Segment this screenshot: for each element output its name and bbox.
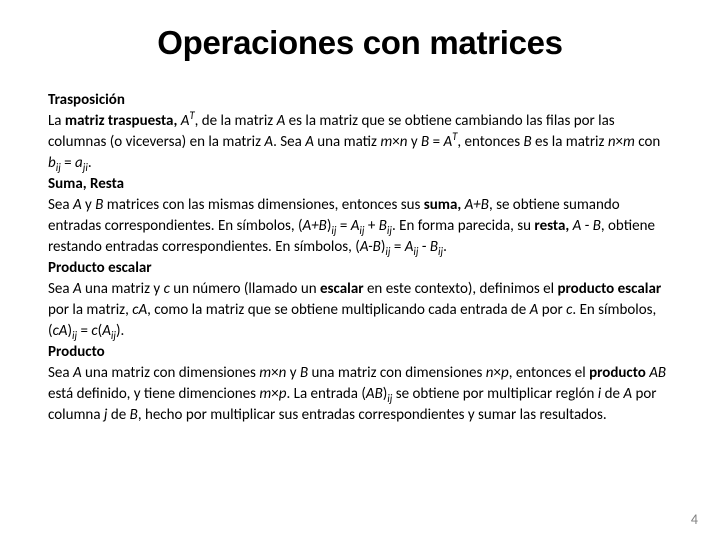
t: B [300, 364, 308, 382]
t: A-B [360, 238, 381, 256]
t: = [61, 154, 75, 172]
t: matrices con las mismas dimensiones, ent… [103, 196, 423, 214]
t: una matriz con dimensiones [82, 364, 260, 382]
t: A+B [303, 217, 327, 235]
t: de [108, 406, 130, 424]
t: × [392, 133, 399, 151]
section-escalar: Producto escalar Sea A una matriz y c un… [48, 258, 672, 342]
t: está definido, y tiene dimenciones [48, 385, 259, 403]
t: cA [53, 322, 68, 340]
t: B [130, 406, 138, 424]
t: A [443, 133, 452, 151]
t: y [286, 364, 300, 382]
t: suma, [424, 196, 465, 214]
t: por [538, 301, 566, 319]
t: , hecho por multiplicar sus entradas cor… [138, 406, 607, 424]
t: × [493, 364, 500, 382]
t: A [73, 196, 82, 214]
t: A [102, 322, 111, 340]
t: A [305, 133, 314, 151]
t: cA [132, 301, 147, 319]
t: . La entrada ( [286, 385, 365, 403]
t: A [277, 112, 286, 130]
t: , como la matriz que se obtiene multipli… [147, 301, 530, 319]
t: m [259, 364, 271, 382]
t: A+B [465, 196, 489, 214]
section-producto: Producto Sea A una matriz con dimensione… [48, 342, 672, 426]
t: = [336, 217, 350, 235]
t: × [616, 133, 623, 151]
t: es la matriz [532, 133, 608, 151]
t: matriz traspuesta, [65, 112, 181, 130]
heading-producto: Producto [48, 343, 105, 361]
t: B [430, 238, 438, 256]
t: B [379, 217, 387, 235]
t: - [418, 238, 429, 256]
t: p [501, 364, 509, 382]
t: A [264, 133, 273, 151]
t: = [77, 322, 91, 340]
t: . Sea [273, 133, 305, 151]
t: + [364, 217, 378, 235]
t: B [523, 133, 531, 151]
heading-trasposicion: Trasposición [48, 91, 125, 109]
heading-suma: Suma, Resta [48, 175, 124, 193]
t: = [390, 238, 404, 256]
t: . [88, 154, 92, 172]
t: con [635, 133, 660, 151]
body-content: Trasposición La matriz traspuesta, AT, d… [48, 90, 672, 426]
t: Sea [48, 364, 73, 382]
t: producto [589, 364, 649, 382]
page-number: 4 [691, 511, 698, 528]
t: . [121, 322, 125, 340]
t: = [429, 133, 443, 151]
t: × [271, 385, 278, 403]
t: A [623, 385, 632, 403]
t: y [407, 133, 421, 151]
t: por la matriz, [48, 301, 132, 319]
t: resta, [534, 217, 572, 235]
t: × [271, 364, 278, 382]
section-suma: Suma, Resta Sea A y B matrices con las m… [48, 174, 672, 258]
t: se obtiene por multiplicar reglón [392, 385, 597, 403]
t: La [48, 112, 65, 130]
t: una matiz [314, 133, 380, 151]
t: m [259, 385, 271, 403]
t: una matriz con dimensiones [308, 364, 486, 382]
t: a [75, 154, 83, 172]
t: de [601, 385, 623, 403]
page-title: Operaciones con matrices [48, 24, 672, 62]
t: producto escalar [557, 280, 661, 298]
section-trasposicion: Trasposición La matriz traspuesta, AT, d… [48, 90, 672, 174]
heading-escalar: Producto escalar [48, 259, 152, 277]
t: A [73, 280, 82, 298]
t: un número (llamado un [170, 280, 320, 298]
t: , de la matriz [195, 112, 277, 130]
t: . [443, 238, 447, 256]
t: Sea [48, 280, 73, 298]
t: n [608, 133, 616, 151]
t: . En forma parecida, su [392, 217, 534, 235]
t: una matriz y [82, 280, 164, 298]
t: B [593, 217, 601, 235]
t: escalar [320, 280, 367, 298]
t: AB [366, 385, 383, 403]
t: b [48, 154, 56, 172]
t: A [73, 364, 82, 382]
t: - [581, 217, 592, 235]
t: en este contexto), definimos el [367, 280, 558, 298]
t: B [421, 133, 429, 151]
t: AB [649, 364, 666, 382]
t: Sea [48, 196, 73, 214]
t: , entonces [457, 133, 523, 151]
t: m [380, 133, 392, 151]
t: m [623, 133, 635, 151]
t: y [82, 196, 96, 214]
t: , entonces el [509, 364, 589, 382]
